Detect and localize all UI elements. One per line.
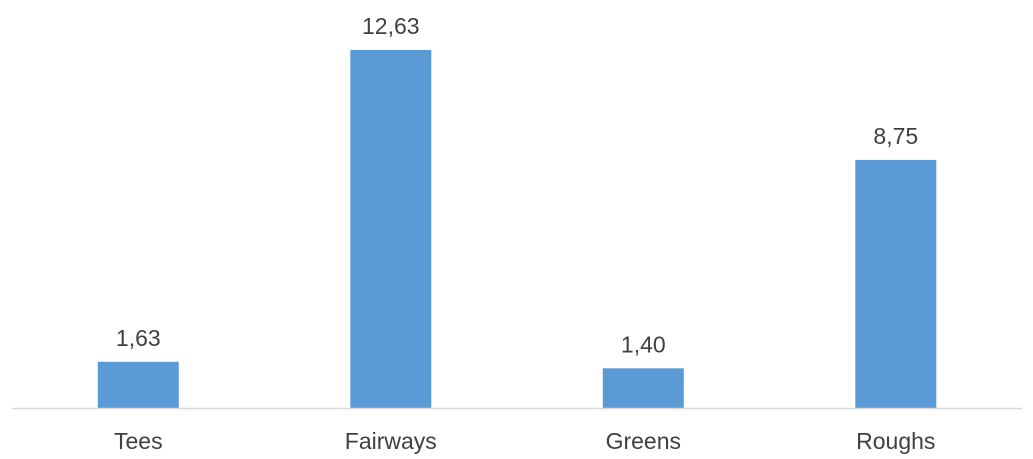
value-label-roughs: 8,75 [873,123,918,149]
category-labels-group: Tees Fairways Greens Roughs [114,428,935,454]
value-label-fairways: 12,63 [362,13,420,39]
bars-group [97,49,937,409]
bar-roughs [855,159,937,408]
category-label-tees: Tees [114,428,163,454]
category-label-fairways: Fairways [345,428,437,454]
category-label-greens: Greens [606,428,681,454]
value-labels-group: 1,63 12,63 1,40 8,75 [116,13,918,357]
category-label-roughs: Roughs [856,428,935,454]
bar-fairways [350,49,432,409]
bar-greens [602,368,684,408]
value-label-tees: 1,63 [116,325,161,351]
bar-tees [97,361,179,408]
value-label-greens: 1,40 [621,331,666,357]
